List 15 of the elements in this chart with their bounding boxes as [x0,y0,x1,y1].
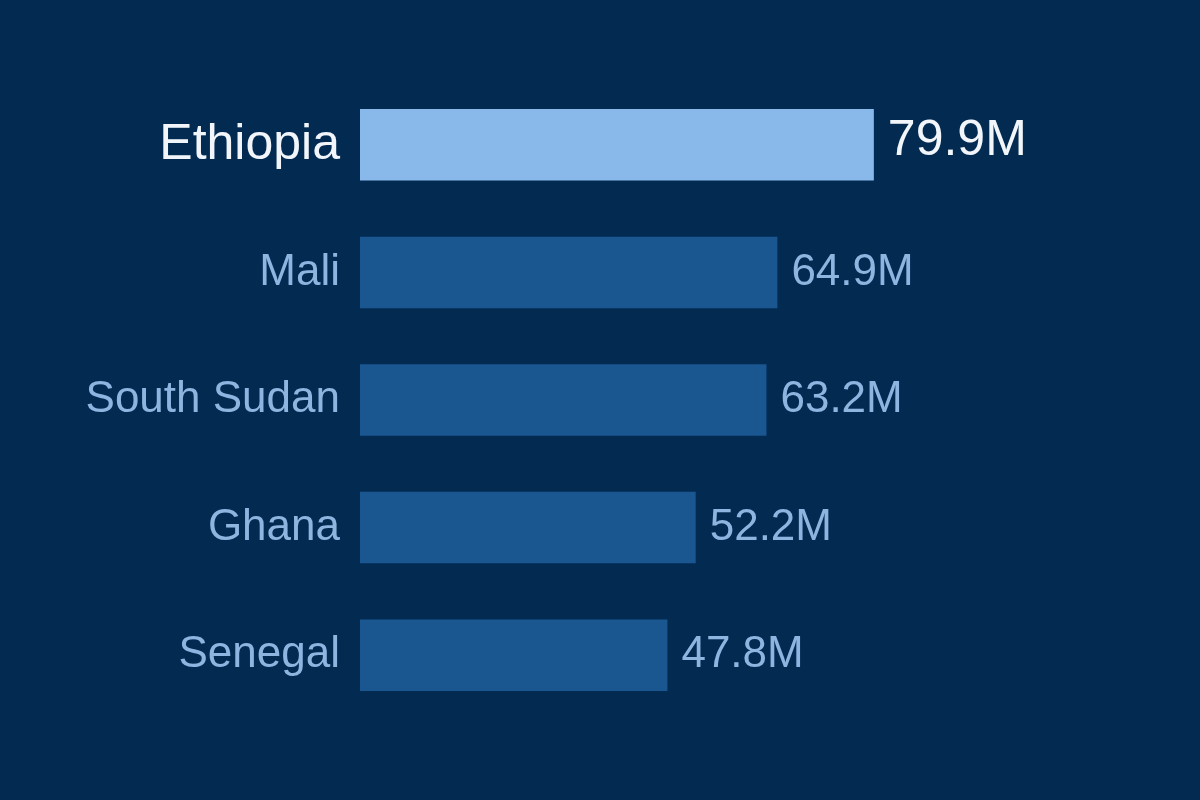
data-label: 79.9M [887,109,1027,166]
y-tick-label: Ethiopia [159,113,341,170]
data-label: 52.2M [709,499,832,549]
bar [360,364,767,436]
y-tick-label: South Sudan [85,372,340,422]
bar [360,109,874,181]
y-tick-label: Ghana [207,499,341,549]
data-label: 64.9M [791,244,914,294]
y-tick-label: Mali [259,244,340,294]
data-label: 47.8M [681,627,804,677]
y-tick-label: Senegal [178,627,340,677]
bar [360,491,696,564]
bar [360,236,778,309]
bar [360,619,668,691]
data-label: 63.2M [780,372,903,422]
